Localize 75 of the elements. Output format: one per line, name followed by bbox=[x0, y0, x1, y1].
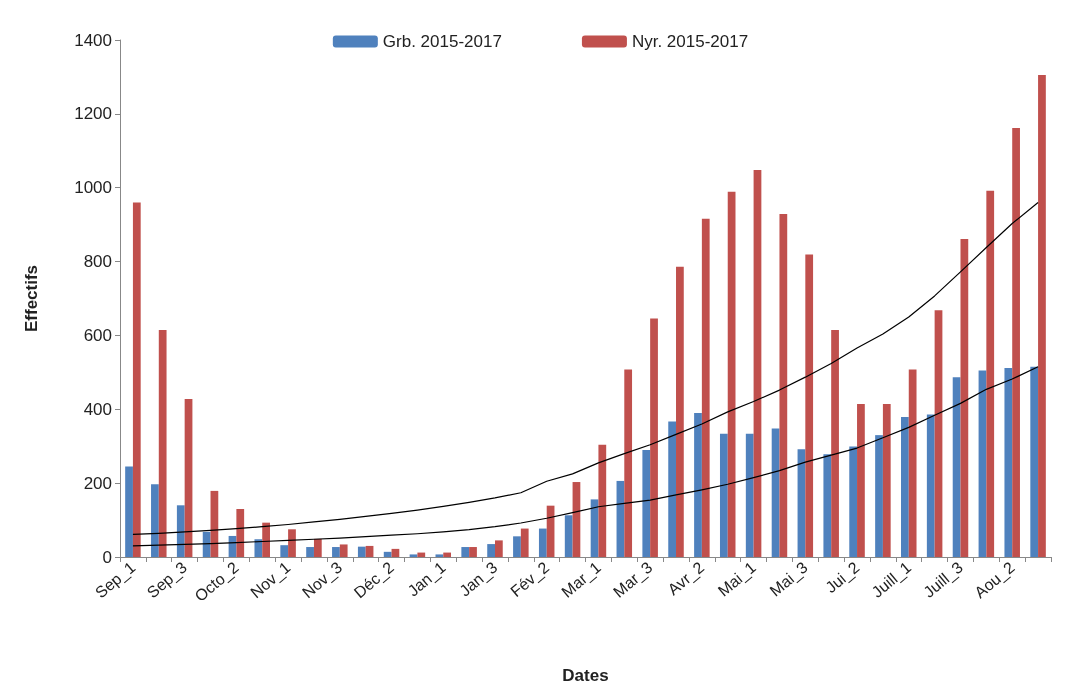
bar bbox=[650, 318, 658, 557]
bar bbox=[875, 435, 883, 557]
bar bbox=[417, 552, 426, 557]
bar bbox=[934, 310, 943, 557]
bar bbox=[882, 404, 891, 557]
bar bbox=[176, 505, 185, 557]
y-tick-label: 1200 bbox=[74, 104, 112, 124]
bar bbox=[313, 538, 322, 557]
bar bbox=[642, 449, 651, 557]
y-tick-label: 1400 bbox=[74, 30, 112, 50]
bar bbox=[564, 515, 573, 557]
bar bbox=[494, 540, 503, 557]
legend-label: Grb. 2015-2017 bbox=[382, 32, 502, 51]
bar bbox=[1038, 75, 1046, 557]
bar bbox=[469, 547, 477, 557]
bar bbox=[158, 329, 167, 557]
bar bbox=[443, 552, 452, 557]
bar bbox=[668, 421, 677, 557]
bar bbox=[487, 544, 495, 557]
bar bbox=[520, 528, 529, 557]
bar bbox=[125, 466, 133, 557]
bar bbox=[857, 404, 865, 557]
y-tick-label: 0 bbox=[102, 547, 112, 567]
bar bbox=[908, 369, 917, 557]
bar bbox=[624, 369, 633, 557]
y-tick-label: 600 bbox=[83, 325, 112, 345]
bar bbox=[849, 446, 858, 557]
bar bbox=[383, 551, 392, 557]
y-tick-label: 800 bbox=[83, 252, 112, 272]
y-tick-label: 200 bbox=[83, 473, 112, 493]
bar bbox=[132, 202, 141, 557]
bar bbox=[1030, 366, 1039, 557]
bar bbox=[719, 433, 728, 557]
bar bbox=[1012, 127, 1020, 557]
bar bbox=[771, 428, 780, 557]
x-axis-title: Dates bbox=[562, 666, 609, 685]
bar bbox=[598, 444, 607, 557]
bar bbox=[288, 529, 296, 557]
bar bbox=[339, 544, 348, 557]
bar bbox=[676, 266, 684, 557]
bar bbox=[701, 218, 710, 557]
bar bbox=[280, 545, 289, 557]
y-tick-label: 1000 bbox=[74, 178, 112, 198]
bar bbox=[538, 528, 547, 557]
bar bbox=[461, 547, 470, 557]
bar bbox=[262, 522, 270, 557]
bar bbox=[357, 546, 366, 557]
bar bbox=[409, 554, 418, 557]
bar bbox=[513, 536, 521, 557]
bar bbox=[306, 547, 314, 557]
bar bbox=[254, 539, 263, 557]
bar bbox=[745, 433, 754, 557]
bar bbox=[365, 545, 374, 557]
bar bbox=[332, 547, 340, 557]
bar bbox=[694, 412, 702, 557]
bar bbox=[753, 169, 762, 557]
bar bbox=[986, 190, 995, 557]
bar bbox=[926, 414, 935, 557]
line-series bbox=[132, 366, 1039, 547]
line-series bbox=[132, 201, 1039, 536]
bar bbox=[435, 554, 444, 557]
legend-label: Nyr. 2015-2017 bbox=[631, 32, 749, 51]
bar bbox=[236, 508, 245, 557]
y-axis-title: Effectifs bbox=[22, 264, 41, 333]
bar bbox=[960, 239, 969, 557]
bar bbox=[779, 213, 788, 557]
bar bbox=[823, 454, 832, 557]
bar bbox=[805, 254, 814, 557]
y-tick-label: 400 bbox=[83, 399, 112, 419]
bar bbox=[952, 377, 961, 557]
bar bbox=[831, 329, 839, 557]
bar bbox=[202, 531, 211, 557]
bar bbox=[1004, 367, 1013, 557]
bar bbox=[901, 417, 909, 557]
bar bbox=[151, 484, 159, 557]
